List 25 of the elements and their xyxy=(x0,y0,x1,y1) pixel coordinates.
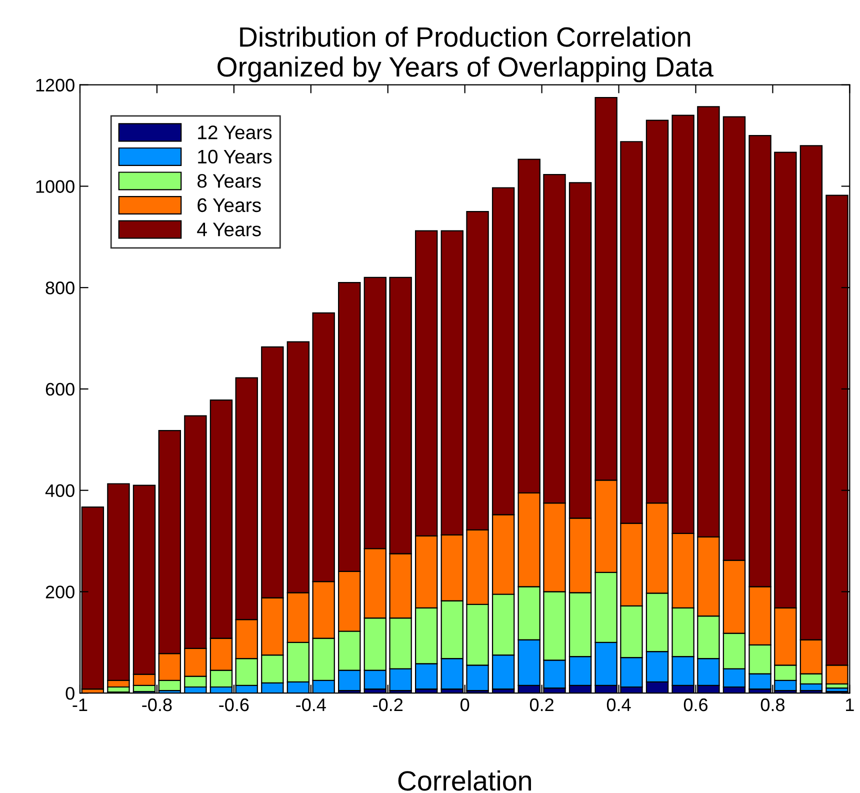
y-tick-label: 0 xyxy=(66,687,74,700)
x-tick-label: -0.6 xyxy=(219,698,249,712)
x-tick-label: 0 xyxy=(460,698,470,712)
y-tick-label: 600 xyxy=(46,382,74,396)
y-tick-label: 1000 xyxy=(36,180,74,193)
x-tick-label: 1 xyxy=(846,698,854,712)
y-tick-label: 800 xyxy=(46,282,74,294)
legend-label: 8 Years xyxy=(197,174,261,188)
x-axis-title: Correlation xyxy=(398,770,531,791)
y-tick-label: 1200 xyxy=(36,78,74,92)
legend-label: 4 Years xyxy=(197,222,261,236)
legend-label: 10 Years xyxy=(198,150,272,164)
x-tick-label: 0.2 xyxy=(530,698,554,712)
legend-label: 12 Years xyxy=(198,126,272,140)
x-tick-label: -0.2 xyxy=(373,698,403,712)
legend-label: 6 Years xyxy=(198,198,261,212)
x-tick-label: 0.6 xyxy=(684,698,708,712)
x-tick-label: 0.4 xyxy=(606,698,631,712)
x-tick-label: -1 xyxy=(72,698,88,712)
x-tick-label: -0.8 xyxy=(142,698,172,712)
x-tick-label: 0.8 xyxy=(760,698,784,712)
y-tick-label: 200 xyxy=(46,586,74,598)
y-tick-label: 400 xyxy=(45,484,74,498)
x-tick-label: -0.4 xyxy=(296,698,326,712)
chart-title: Distribution of Production Correlation Organized by Years of Overlapping Data xyxy=(218,26,714,82)
